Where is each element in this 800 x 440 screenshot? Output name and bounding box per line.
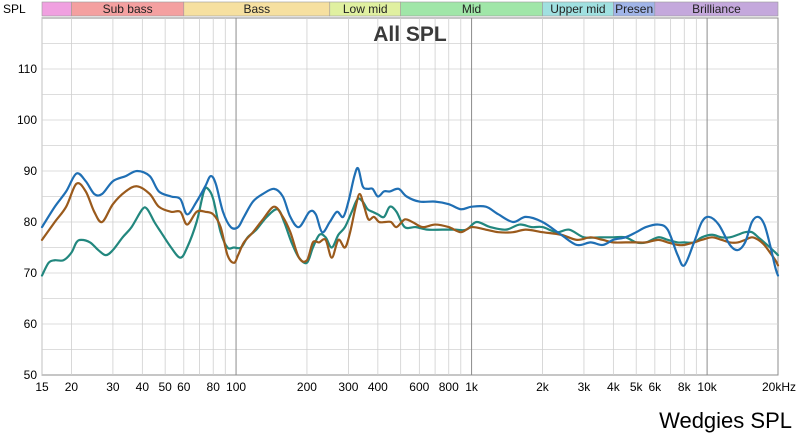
y-tick-label: 90 xyxy=(24,164,38,178)
series-group xyxy=(40,166,780,277)
frequency-band-strip: Sub bass Bass Low mid Mid Upper mid Presen Bri… xyxy=(41,1,779,17)
x-tick-label: 30 xyxy=(106,380,120,394)
chart-caption: Wedgies SPL xyxy=(659,408,792,433)
x-tick-label: 20kHz xyxy=(762,380,796,394)
chart-title: All SPL xyxy=(373,23,447,46)
x-tick-label: 600 xyxy=(409,380,429,394)
band-0 xyxy=(41,1,72,17)
band-7 xyxy=(654,1,779,17)
x-tick-label: 15 xyxy=(35,380,49,394)
band-label: Bass xyxy=(243,2,270,16)
x-tick-label: 1k xyxy=(465,380,479,394)
band-label: Mid xyxy=(462,2,481,16)
band-label: Sub bass xyxy=(103,2,153,16)
x-tick-label: 6k xyxy=(649,380,663,394)
x-tick-label: 40 xyxy=(136,380,150,394)
x-tick-label: 2k xyxy=(536,380,550,394)
y-tick-label: 50 xyxy=(24,368,38,382)
x-tick-label: 800 xyxy=(439,380,459,394)
x-tick-label: 400 xyxy=(368,380,388,394)
x-tick-label: 60 xyxy=(177,380,191,394)
x-tick-label: 200 xyxy=(297,380,317,394)
x-tick-label: 20 xyxy=(65,380,79,394)
band-label: Upper mid xyxy=(550,2,605,16)
y-tick-label: 60 xyxy=(24,317,38,331)
series-line-0 xyxy=(40,166,780,277)
y-tick-label: 110 xyxy=(18,62,37,76)
y-axis-label: SPL xyxy=(3,2,26,16)
x-tick-label: 5k xyxy=(630,380,644,394)
x-tick-label: 3k xyxy=(578,380,592,394)
y-tick-label: 100 xyxy=(17,113,37,127)
y-tick-label: 80 xyxy=(24,215,38,229)
x-tick-label: 80 xyxy=(207,380,221,394)
x-tick-label: 8k xyxy=(678,380,692,394)
y-tick-label: 70 xyxy=(24,266,38,280)
x-tick-label: 10k xyxy=(697,380,717,394)
x-tick-label: 4k xyxy=(607,380,621,394)
x-tick-label: 300 xyxy=(338,380,358,394)
band-label: Presen xyxy=(615,2,653,16)
x-tick-label: 100 xyxy=(226,380,246,394)
x-axis: 15 20 30 40 50 60 80 100 200 300 400 600 800 1k 2k 3k 4k… xyxy=(35,380,796,394)
band-label: Low mid xyxy=(343,2,388,16)
band-label: Brilliance xyxy=(692,2,741,16)
x-tick-label: 50 xyxy=(158,380,172,394)
series-line-1 xyxy=(40,182,780,267)
y-axis: 50 60 70 80 90 100 110 xyxy=(17,62,37,382)
